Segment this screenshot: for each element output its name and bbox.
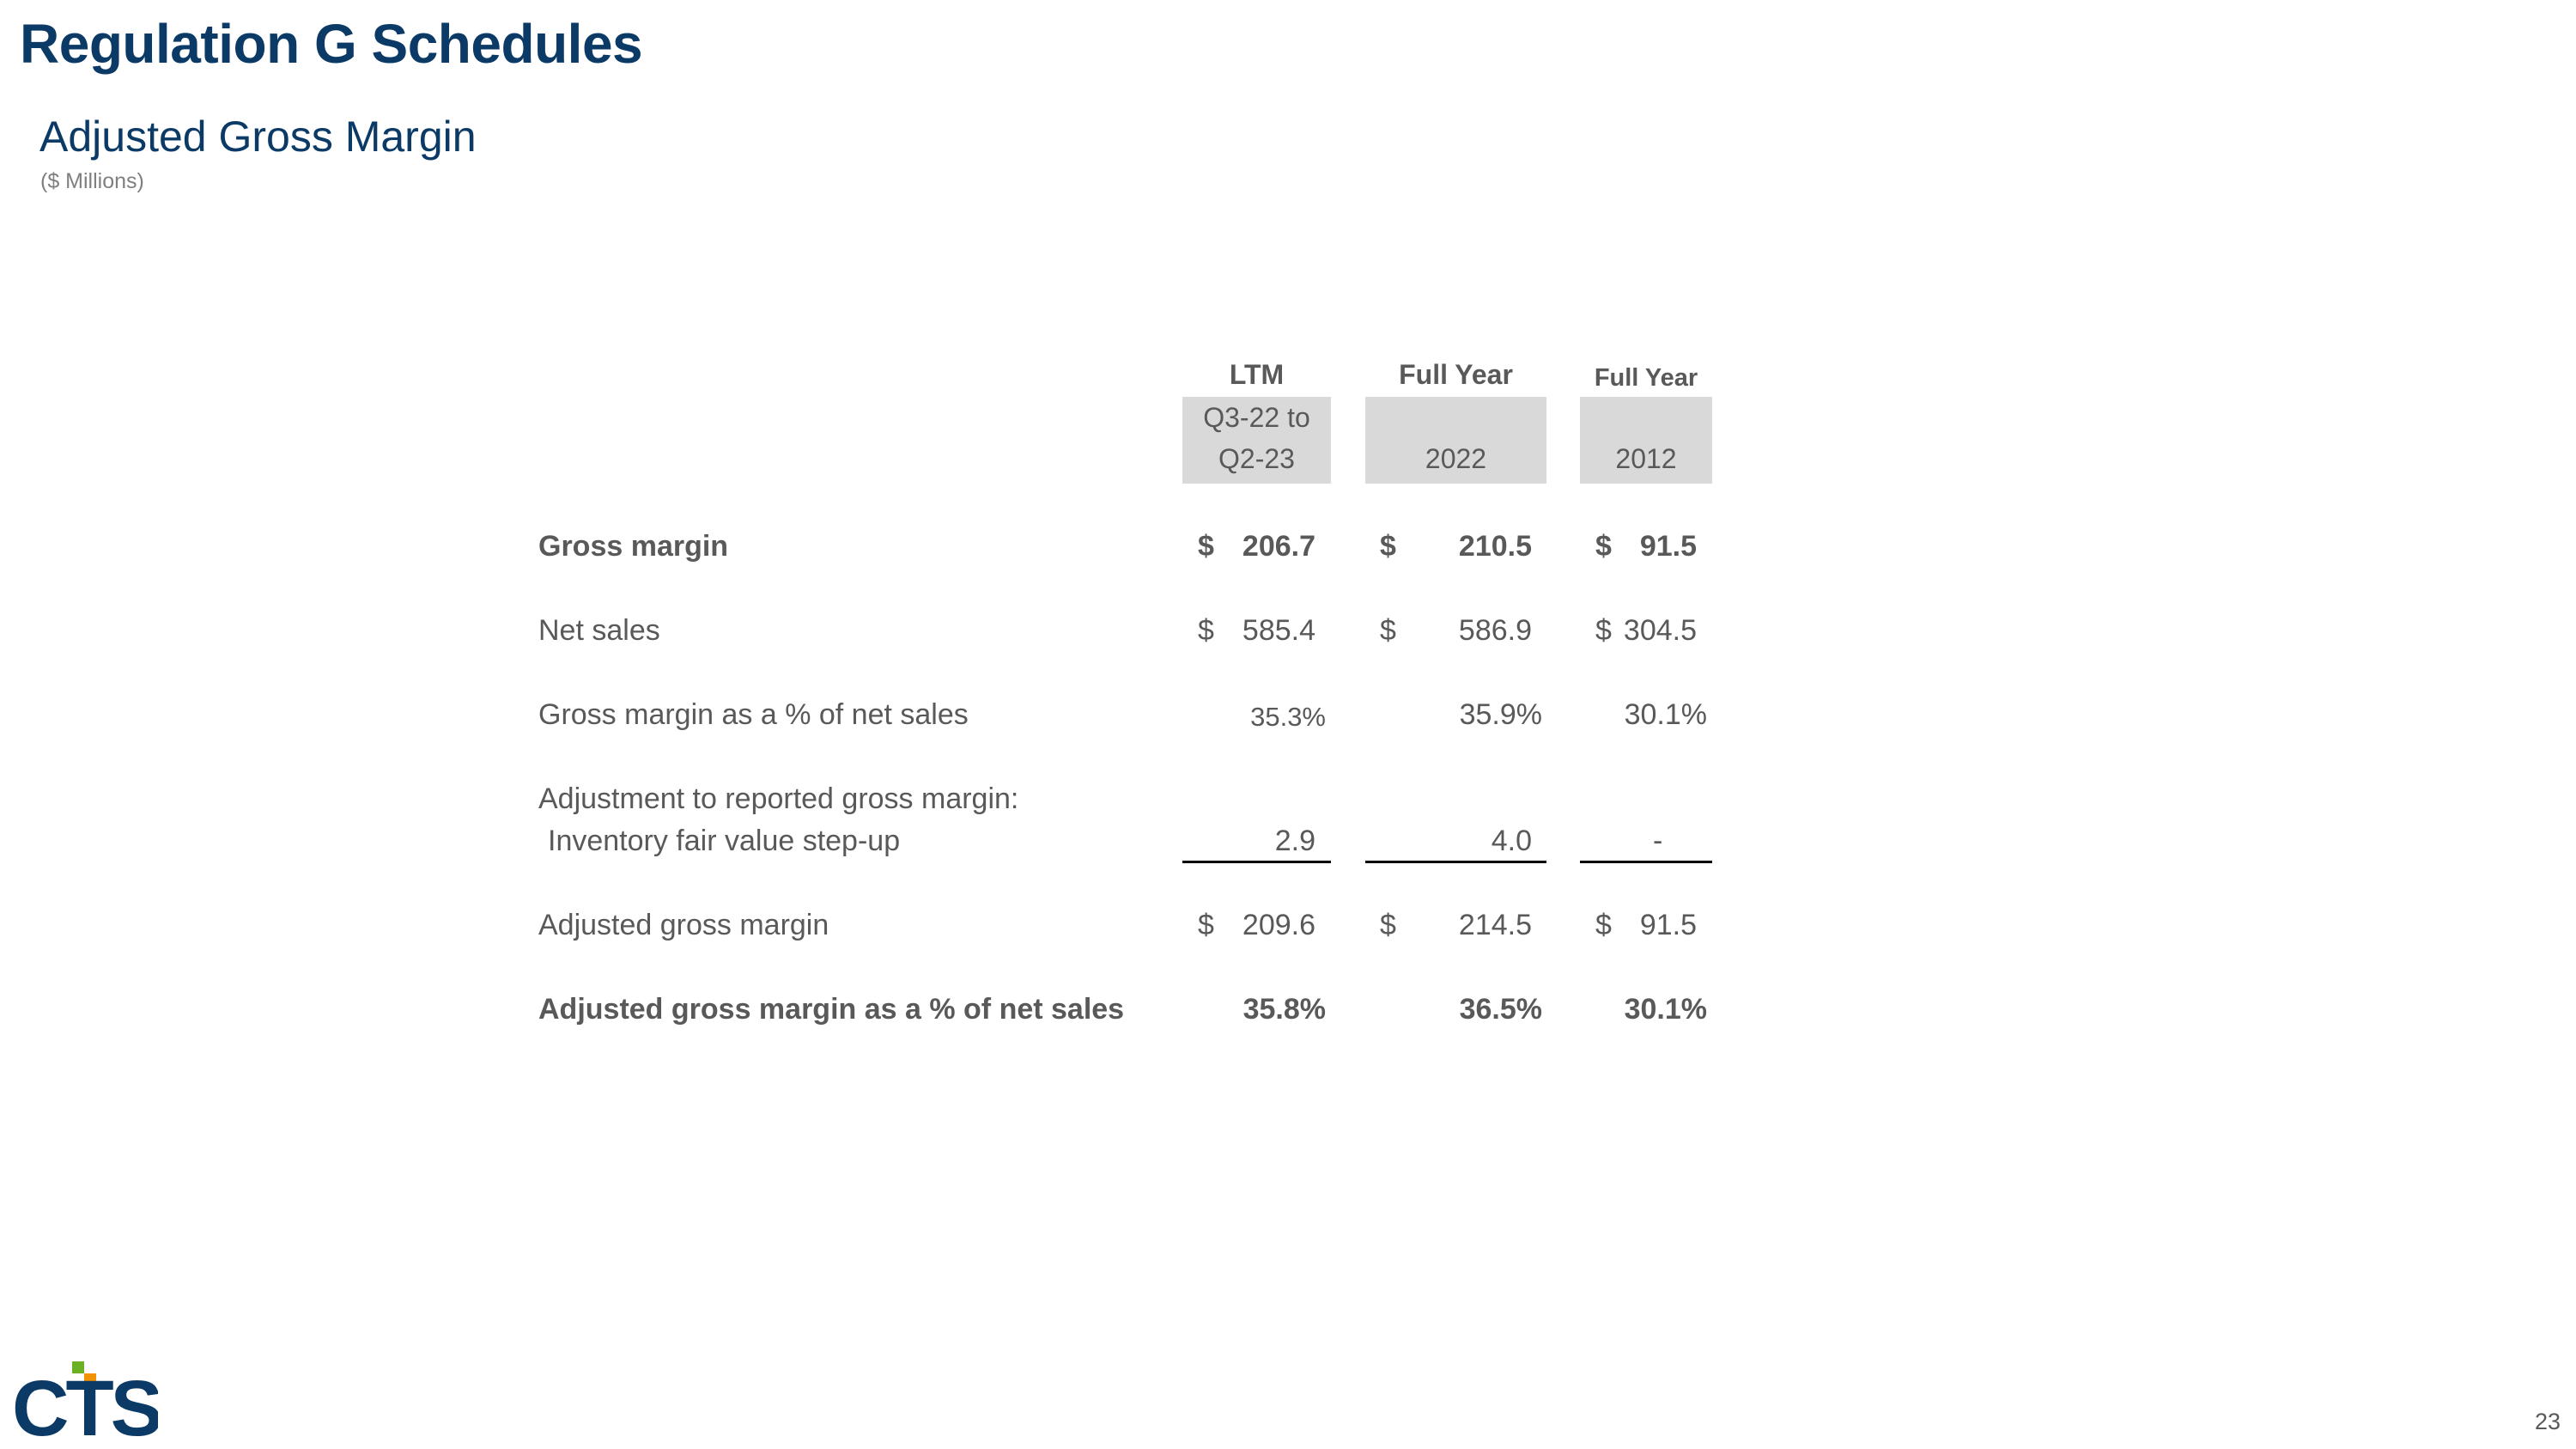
column-header-ltm: LTM [1229,359,1285,390]
row-label-adjusted-gross-margin-pct: Adjusted gross margin as a % of net sale… [538,993,1125,1026]
column-period-line1 [1580,397,1712,438]
column-period-line2: 2012 [1615,443,1677,474]
row-label-adjustment-heading: Adjustment to reported gross margin: [538,782,1019,815]
value-cell: 214.5 [1458,909,1532,941]
value-cell: 35.8% [1242,993,1326,1026]
column-period-line1: Q3-22 to [1203,402,1310,433]
value-cell: 35.9% [1459,698,1542,731]
column-period-line2: 2022 [1425,443,1487,474]
section-title: Adjusted Gross Margin [39,113,477,161]
subtotal-underline [1580,861,1712,863]
value-cell: - [1653,825,1663,857]
units-label: ($ Millions) [40,169,144,193]
currency-symbol: $ [1198,530,1214,563]
currency-symbol: $ [1595,614,1612,647]
column-period-line1 [1365,397,1546,438]
value-cell: 91.5 [1639,530,1697,563]
row-label-net-sales: Net sales [538,614,660,647]
value-cell: 36.5% [1459,993,1542,1026]
currency-symbol: $ [1380,614,1396,647]
column-box-ltm: Q3-22 to Q2-23 [1182,397,1331,484]
currency-symbol: $ [1198,614,1214,647]
logo-text: CTS [12,1365,158,1441]
value-cell: 210.5 [1458,530,1532,563]
value-cell: 586.9 [1458,614,1532,647]
page-number: 23 [2534,1409,2561,1434]
slide-title: Regulation G Schedules [20,13,643,75]
value-cell: 585.4 [1242,614,1315,647]
currency-symbol: $ [1380,909,1396,941]
value-cell: 2.9 [1274,825,1315,857]
value-cell: 30.1% [1624,698,1707,731]
column-header-fy2012: Full Year [1594,364,1698,392]
column-box-fy2022: 2022 [1365,397,1546,484]
row-label-gross-margin-pct: Gross margin as a % of net sales [538,698,969,731]
currency-symbol: $ [1595,530,1612,563]
value-cell: 91.5 [1639,909,1697,941]
row-label-inventory-step-up: Inventory fair value step-up [548,825,901,857]
value-cell: 304.5 [1623,614,1697,647]
value-cell: 206.7 [1242,530,1315,563]
subtotal-underline [1182,861,1331,863]
column-header-fy2022: Full Year [1399,359,1513,390]
subtotal-underline [1365,861,1546,863]
currency-symbol: $ [1595,909,1612,941]
value-cell: 4.0 [1491,825,1532,857]
value-cell: 30.1% [1624,993,1707,1026]
row-label-gross-margin: Gross margin [538,530,729,563]
cts-logo: CTS [12,1361,158,1441]
currency-symbol: $ [1198,909,1214,941]
currency-symbol: $ [1380,530,1396,563]
value-cell: 209.6 [1242,909,1315,941]
value-cell: 35.3% [1250,702,1326,732]
column-box-fy2012: 2012 [1580,397,1712,484]
row-label-adjusted-gross-margin: Adjusted gross margin [538,909,829,941]
column-period-line2: Q2-23 [1218,443,1295,474]
